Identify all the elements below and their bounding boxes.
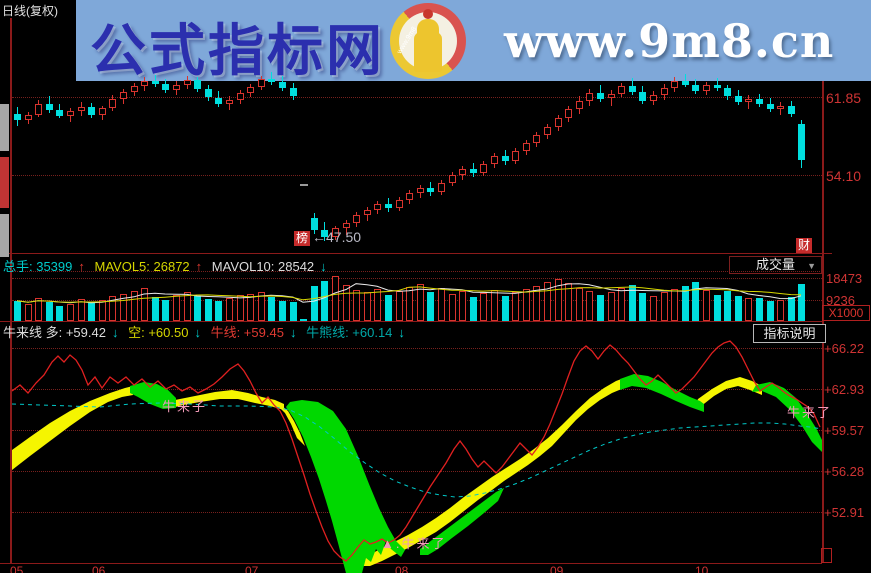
pane-separator	[0, 563, 822, 564]
up-arrow-icon: ↑	[78, 259, 85, 274]
indicator-header: 牛来线 多: +59.42 ↓ 空: +60.50 ↓ 牛线: +59.45 ↓ 牛熊…	[3, 322, 411, 340]
mavol10-value: MAVOL10: 28542	[211, 259, 315, 274]
mavol5-value: MAVOL5: 26872	[94, 259, 190, 274]
site-logo-icon: www.9m8	[390, 3, 466, 79]
down-arrow-icon: ↓	[289, 325, 297, 340]
down-arrow-icon: ↓	[398, 325, 405, 340]
volume-selector-label: 成交量	[755, 257, 795, 272]
gridline	[12, 389, 822, 390]
up-arrow-icon: ↑	[195, 259, 203, 274]
bull-bear-line-value: 牛熊线: +60.14	[306, 325, 393, 340]
axis-line	[822, 58, 824, 563]
gridline	[12, 430, 822, 431]
pane-separator	[0, 253, 832, 254]
banner-site-title: 公式指标网	[90, 19, 385, 82]
gridline	[12, 97, 822, 98]
axis-corner-box	[821, 548, 832, 563]
gridline	[12, 471, 822, 472]
logo-dot	[423, 9, 433, 19]
watermark-banner: 公式指标网 www.9m8 www.9m8.cn	[76, 0, 871, 82]
down-arrow-icon: ↓	[320, 259, 327, 274]
banner-site-url: www.9m8.cn	[504, 14, 835, 68]
gridline	[12, 175, 822, 176]
volume-header: 总手: 35399 ↑ MAVOL5: 26872 ↑ MAVOL10: 28542…	[3, 256, 333, 274]
edge-block	[0, 157, 9, 208]
gridline	[12, 512, 822, 513]
dropdown-arrow-icon[interactable]: ▼	[807, 261, 816, 271]
indicator-short-value: 空: +60.50	[128, 325, 189, 340]
logo-figure	[417, 19, 439, 65]
volume-indicator-selector[interactable]: 成交量 ▼	[729, 256, 822, 274]
edge-block	[0, 104, 9, 151]
down-arrow-icon: ↓	[111, 325, 119, 340]
pane-separator	[0, 321, 822, 322]
down-arrow-icon: ↓	[194, 325, 201, 340]
indicator-long-value: 牛来线 多: +59.42	[3, 325, 106, 340]
chart-period-label: 日线(复权)	[2, 4, 58, 18]
edge-block	[0, 214, 9, 257]
gridline	[12, 271, 822, 272]
bull-line-value: 牛线: +59.45	[210, 325, 284, 340]
volume-unit-label: X1000	[822, 305, 870, 321]
volume-total-value: 总手: 35399	[3, 259, 73, 274]
gridline	[12, 348, 822, 349]
axis-line	[10, 18, 12, 563]
gridline	[12, 300, 822, 301]
indicator-help-button[interactable]: 指标说明	[753, 324, 826, 343]
gridline	[12, 278, 822, 279]
